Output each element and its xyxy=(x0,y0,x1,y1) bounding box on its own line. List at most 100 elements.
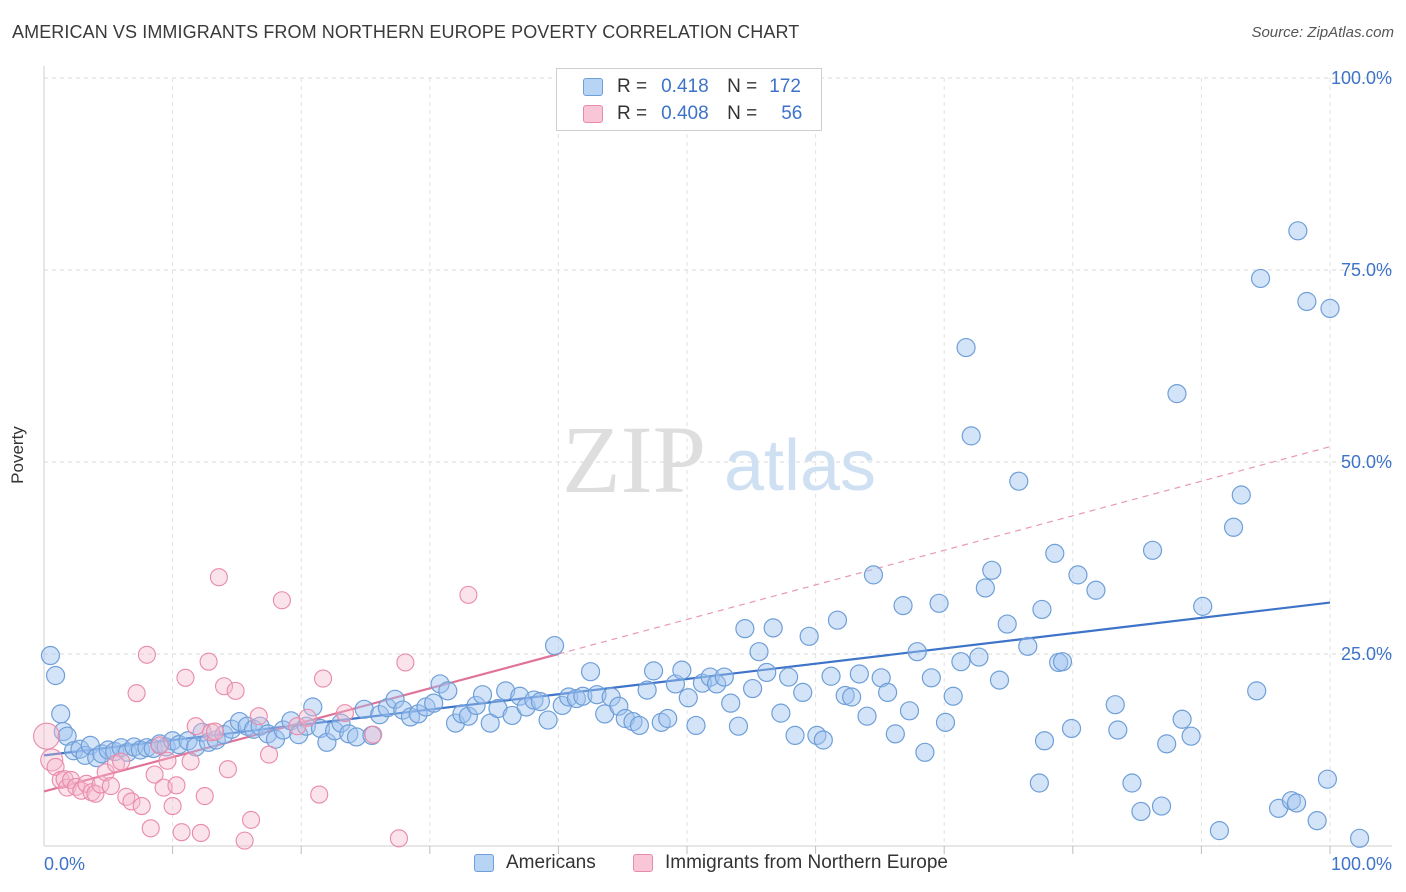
chart-title: AMERICAN VS IMMIGRANTS FROM NORTHERN EUR… xyxy=(12,22,800,42)
americans-point xyxy=(813,730,833,750)
americans-r-value: 0.418 xyxy=(661,76,709,97)
americans-point xyxy=(400,707,421,727)
immigrants-point xyxy=(241,810,261,829)
americans-point xyxy=(458,706,478,726)
americans-point xyxy=(706,674,727,694)
legend-immigrants-label: Immigrants from Northern Europe xyxy=(665,852,948,873)
americans-point xyxy=(45,665,66,686)
americans-point xyxy=(354,699,374,719)
immigrants-point xyxy=(214,677,234,696)
legend-americans-label: Americans xyxy=(506,852,596,873)
immigrants-point xyxy=(314,669,333,688)
americans-point xyxy=(538,710,558,730)
americans-point xyxy=(1108,720,1128,740)
americans-point xyxy=(370,705,390,725)
americans-point xyxy=(721,693,741,713)
americans-point xyxy=(785,725,805,746)
americans-point xyxy=(385,689,405,709)
americans-point xyxy=(516,697,536,717)
americans-point xyxy=(692,673,713,693)
americans-point xyxy=(1061,718,1082,739)
immigrants-point xyxy=(272,591,291,610)
americans-point xyxy=(827,610,848,630)
americans-point xyxy=(921,668,941,688)
legend-item-americans[interactable]: Americans xyxy=(474,852,596,874)
immigrants-point xyxy=(33,722,61,750)
immigrants-point xyxy=(459,585,478,604)
immigrants-point xyxy=(77,774,96,793)
americans-point xyxy=(430,674,450,694)
americans-point xyxy=(303,697,323,717)
immigrants-point xyxy=(40,748,64,772)
axes xyxy=(43,66,1392,854)
americans-point xyxy=(1349,828,1370,848)
americans-point xyxy=(75,745,95,765)
americans-point xyxy=(1151,796,1172,816)
americans-point xyxy=(1320,298,1340,318)
americans-point xyxy=(1209,821,1230,841)
americans-point xyxy=(951,652,971,672)
americans-point xyxy=(686,715,706,736)
americans-point xyxy=(749,642,769,662)
legend-row-immigrants: R = 0.408 N = 56 xyxy=(583,103,802,125)
immigrants-r-value: 0.408 xyxy=(661,103,709,124)
americans-point xyxy=(524,690,544,710)
americans-point xyxy=(842,687,862,707)
americans-point xyxy=(982,560,1002,580)
americans-point xyxy=(907,642,927,662)
americans-swatch xyxy=(583,78,603,96)
americans-point xyxy=(1231,485,1251,505)
americans-point xyxy=(771,703,791,723)
y-axis-label: Poverty xyxy=(8,426,27,484)
americans-point xyxy=(317,732,337,752)
immigrants-trend-extension xyxy=(558,446,1331,655)
americans-point xyxy=(1247,681,1267,701)
americans-point xyxy=(1172,709,1192,729)
immigrants-point xyxy=(364,725,383,744)
americans-point xyxy=(1288,221,1308,241)
r-label: R = xyxy=(617,103,648,124)
americans-point xyxy=(1157,734,1177,754)
americans-point xyxy=(742,678,763,699)
americans-point xyxy=(1068,565,1088,585)
americans-point xyxy=(989,670,1010,690)
americans-point xyxy=(1167,384,1187,404)
americans-point xyxy=(424,693,444,713)
n-label: N = xyxy=(727,76,758,97)
americans-point xyxy=(728,716,749,736)
americans-point xyxy=(438,681,458,701)
americans-point xyxy=(502,705,522,726)
immigrants-point xyxy=(396,653,415,672)
americans-point xyxy=(821,666,841,686)
immigrants-point xyxy=(176,668,195,687)
americans-point xyxy=(510,686,530,706)
americans-point xyxy=(893,596,913,616)
americans-point xyxy=(325,721,345,741)
grid-lines xyxy=(44,77,1392,846)
immigrants-point xyxy=(122,792,141,811)
americans-points xyxy=(40,221,1370,848)
americans-point xyxy=(70,739,90,759)
immigrants-swatch xyxy=(633,854,653,872)
americans-point xyxy=(580,662,601,682)
n-label: N = xyxy=(727,103,758,124)
americans-point xyxy=(408,704,428,724)
watermark-zip: ZIP xyxy=(562,406,706,513)
americans-point xyxy=(1250,268,1271,289)
immigrants-point xyxy=(101,777,120,796)
immigrants-point xyxy=(249,707,268,726)
americans-point xyxy=(863,565,884,585)
americans-point xyxy=(857,706,877,726)
americans-point xyxy=(878,682,898,703)
americans-point xyxy=(961,426,981,446)
legend-item-immigrants[interactable]: Immigrants from Northern Europe xyxy=(633,852,948,874)
americans-point xyxy=(1193,596,1213,616)
series-legend: Americans Immigrants from Northern Europ… xyxy=(0,852,1406,878)
americans-point xyxy=(1307,811,1327,831)
americans-point xyxy=(496,681,516,701)
immigrants-point xyxy=(127,684,146,703)
americans-point xyxy=(1034,731,1055,751)
americans-point xyxy=(573,686,593,706)
americans-point xyxy=(1052,652,1073,672)
immigrants-point xyxy=(226,681,245,700)
